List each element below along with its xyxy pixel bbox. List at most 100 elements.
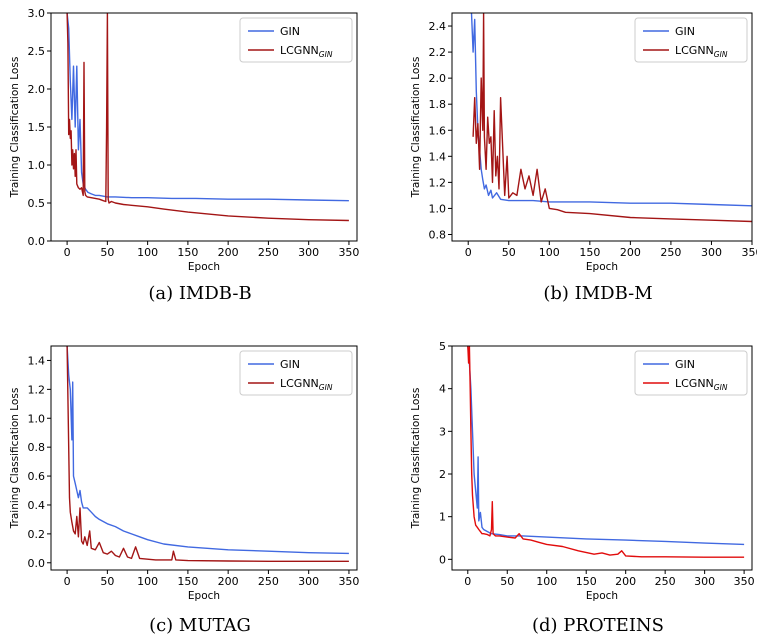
panel-caption: (b) IMDB-M: [543, 283, 652, 304]
x-tick-label: 200: [218, 246, 239, 259]
plot-frame: [451, 12, 753, 242]
plot-frame: [451, 345, 753, 571]
y-tick-label: 1.5: [28, 121, 46, 134]
x-tick-label: 100: [539, 246, 560, 259]
series-line-gin: [66, 13, 349, 202]
x-tick-label: 50: [100, 246, 114, 259]
y-tick-label: 2.0: [429, 72, 447, 85]
panel-caption: (d) PROTEINS: [532, 615, 664, 636]
y-axis-title: Training Classification Loss: [410, 388, 422, 530]
y-tick-label: 0.8: [429, 228, 447, 241]
x-tick-label: 350: [338, 575, 359, 588]
x-tick-label: 100: [536, 575, 557, 588]
x-tick-label: 50: [100, 575, 114, 588]
series-line-lcgnn: [66, 346, 349, 562]
legend-label: GIN: [280, 358, 300, 371]
y-tick-label: 1.4: [28, 354, 46, 367]
y-axis-title: Training Classification Loss: [9, 388, 21, 530]
y-tick-label: 4: [439, 383, 446, 396]
x-tick-label: 50: [500, 575, 514, 588]
x-tick-label: 300: [694, 575, 715, 588]
series-line-lcgnn: [467, 346, 745, 558]
y-tick-label: 1.8: [429, 98, 447, 111]
y-tick-label: 2.5: [28, 45, 46, 58]
x-tick-label: 100: [137, 575, 158, 588]
y-tick-label: 0.4: [28, 499, 46, 512]
x-tick-label: 250: [258, 246, 279, 259]
y-tick-label: 1.0: [28, 412, 46, 425]
x-tick-label: 300: [298, 246, 319, 259]
x-axis-title: Epoch: [586, 261, 618, 273]
plot-frame: [50, 345, 358, 571]
x-tick-label: 0: [64, 246, 71, 259]
series-line-lcgnn: [66, 13, 349, 222]
x-tick-label: 350: [338, 246, 359, 259]
y-tick-label: 0.5: [28, 197, 46, 210]
legend-box: [634, 350, 748, 396]
x-tick-label: 0: [64, 575, 71, 588]
y-tick-label: 2.4: [429, 20, 447, 33]
y-tick-label: 0: [439, 553, 446, 566]
x-tick-label: 150: [576, 575, 597, 588]
x-tick-label: 200: [218, 575, 239, 588]
series-line-gin: [467, 346, 745, 546]
x-tick-label: 150: [177, 575, 198, 588]
panel-caption: (a) IMDB-B: [148, 283, 251, 304]
y-tick-label: 1.0: [429, 202, 447, 215]
chart-panel-4: 0 50 100 150 200 250 300 350 0 1 2 3 4 5 Epoch Training…: [410, 340, 755, 636]
x-tick-label: 350: [734, 575, 755, 588]
y-tick-label: 1.2: [429, 176, 447, 189]
legend-box: [634, 17, 748, 63]
x-tick-label: 300: [298, 575, 319, 588]
legend-label: GIN: [280, 25, 300, 38]
x-tick-label: 250: [258, 575, 279, 588]
x-tick-label: 150: [177, 246, 198, 259]
legend-label: LCGNNGIN: [675, 44, 728, 59]
legend-label: GIN: [675, 358, 695, 371]
y-axis-title: Training Classification Loss: [9, 57, 21, 199]
y-tick-label: 0.2: [28, 528, 46, 541]
legend-box: [239, 17, 353, 63]
y-tick-label: 3.0: [28, 7, 46, 20]
x-tick-label: 50: [502, 246, 516, 259]
x-tick-label: 250: [655, 575, 676, 588]
y-tick-label: 0.8: [28, 441, 46, 454]
x-tick-label: 150: [579, 246, 600, 259]
x-tick-label: 250: [660, 246, 681, 259]
x-axis-title: Epoch: [188, 261, 220, 273]
chart-panel-1: 0 50 100 150 200 250 300 350 0.0 0.5 1.0 1.5 2.0 2.5 3…: [9, 7, 359, 304]
y-tick-label: 2.2: [429, 46, 447, 59]
chart-panel-2: 0 50 100 150 200 250 300 350 0.8 1.0 1.2 1.4 1.6 1.8 2…: [410, 12, 757, 304]
y-tick-label: 2.0: [28, 83, 46, 96]
y-tick-label: 0.0: [28, 235, 46, 248]
x-tick-label: 0: [464, 575, 471, 588]
x-tick-label: 350: [742, 246, 757, 259]
y-tick-label: 1.2: [28, 383, 46, 396]
y-tick-label: 0.0: [28, 557, 46, 570]
y-axis-title: Training Classification Loss: [410, 57, 422, 199]
panel-caption: (c) MUTAG: [149, 615, 251, 636]
x-tick-label: 200: [620, 246, 641, 259]
x-tick-label: 200: [615, 575, 636, 588]
y-tick-label: 1: [439, 511, 446, 524]
y-tick-label: 0.6: [28, 470, 46, 483]
legend-box: [239, 350, 353, 396]
x-axis-title: Epoch: [586, 590, 618, 602]
legend-label: LCGNNGIN: [675, 377, 728, 392]
x-axis-title: Epoch: [188, 590, 220, 602]
x-tick-label: 0: [465, 246, 472, 259]
y-tick-label: 1.4: [429, 150, 447, 163]
legend-label: LCGNNGIN: [280, 44, 333, 59]
y-tick-label: 1.0: [28, 159, 46, 172]
chart-panel-3: 0 50 100 150 200 250 300 350 0.0 0.2 0.4 0.6 0.8 1.0 1…: [9, 345, 359, 636]
y-tick-label: 2: [439, 468, 446, 481]
series-line-gin: [66, 346, 349, 555]
y-tick-label: 1.6: [429, 124, 447, 137]
y-tick-label: 3: [439, 425, 446, 438]
legend-label: GIN: [675, 25, 695, 38]
series-line-lcgnn: [472, 13, 752, 223]
x-tick-label: 300: [701, 246, 722, 259]
legend-label: LCGNNGIN: [280, 377, 333, 392]
y-tick-label: 5: [439, 340, 446, 353]
